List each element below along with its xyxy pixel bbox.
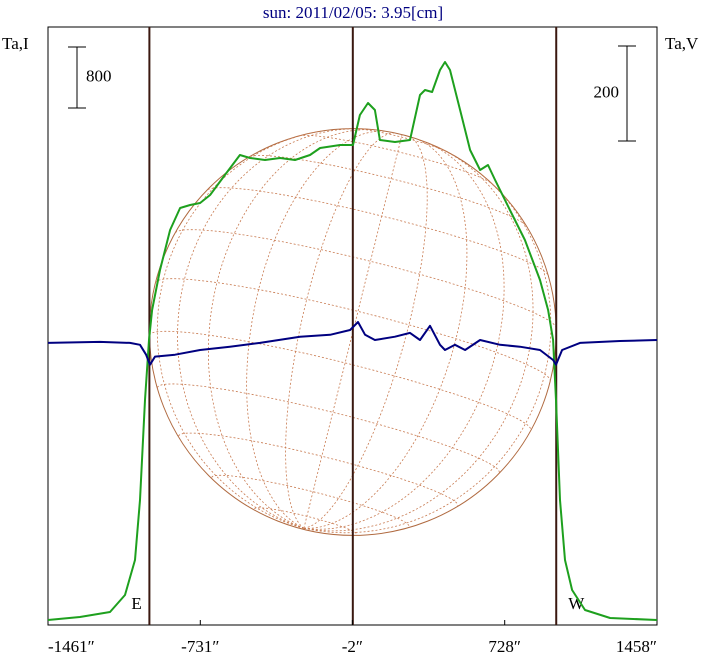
series-line [47, 321, 658, 366]
scale-bar-v [618, 45, 636, 142]
y-axis-label: Ta,I [2, 34, 29, 53]
disk-grid-line [303, 169, 552, 534]
disk-grid-line [149, 330, 532, 431]
x-tick-label: 1458″ [616, 637, 657, 656]
scale-bar-i [68, 46, 86, 109]
x-tick-label: -731″ [181, 637, 219, 656]
x-tick-label: 728″ [488, 637, 521, 656]
y2-axis-label: Ta,V [665, 34, 699, 53]
disk-grid-line [157, 383, 500, 473]
disk-grid-line [354, 128, 448, 153]
disk-grid-line [299, 134, 493, 185]
disk-grid-line [207, 187, 549, 275]
disk-grid-line [303, 134, 403, 529]
east-label: E [131, 594, 141, 613]
disk-grid-line [156, 130, 321, 529]
disk-grid-line [208, 129, 380, 529]
disk-grid-line [177, 128, 366, 529]
disk-grid-line [303, 136, 428, 529]
west-label: W [568, 594, 585, 613]
x-tick-label: -2″ [342, 637, 363, 656]
disk-grid-line [175, 229, 557, 328]
scale-bar-v-label: 200 [594, 82, 620, 101]
disk-grid-line [303, 146, 534, 532]
disk-grid-line [285, 132, 394, 529]
disk-grid-line [303, 140, 505, 530]
disk-grid-line [303, 138, 468, 529]
disk-grid-line [254, 507, 357, 535]
scale-bar-i-label: 800 [86, 66, 112, 85]
series-line [47, 61, 658, 621]
chart-title: sun: 2011/02/05: 3.95[cm] [263, 3, 443, 22]
disk-grid-line [178, 432, 459, 506]
x-tick-label: -1461″ [48, 637, 95, 656]
disk-grid-line [246, 130, 387, 529]
